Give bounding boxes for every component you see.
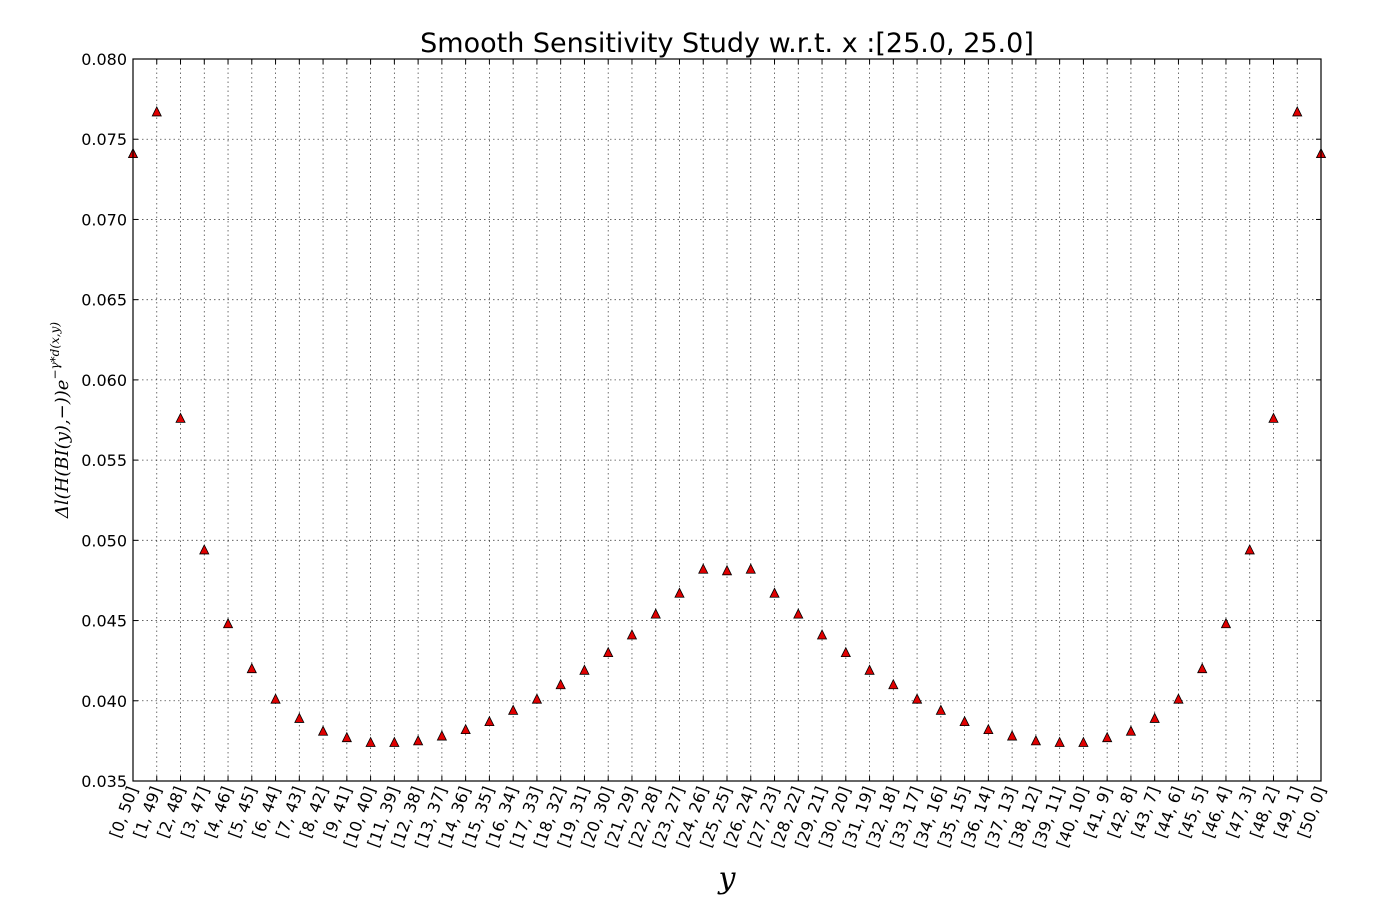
plot-frame [132,58,1322,782]
data-point-marker [816,629,828,640]
data-point-marker [555,678,566,690]
data-point-marker [1220,617,1232,629]
data-point-marker [436,730,448,741]
y-axis-ticks: 0.035 0.040 0.045 0.050 0.055 0.060 0.065 0.070… [81,50,1321,791]
y-tick-label: 0.080 [81,50,127,69]
y-tick-label: 0.050 [81,531,127,550]
y-axis-label: Δl(H(BI(y),−))e−γ*d(x,y) [48,322,73,520]
data-point-marker [983,723,994,735]
data-points [127,106,1327,747]
data-point-marker [484,715,495,727]
y-tick-label: 0.055 [81,451,127,470]
y-tick-label: 0.075 [81,130,127,149]
data-point-marker [508,704,519,715]
data-point-marker [603,646,614,658]
data-point-marker [721,564,733,576]
y-tick-label: 0.035 [81,772,127,791]
data-point-marker [650,608,661,619]
data-point-marker [246,662,257,674]
data-point-marker [1030,734,1042,746]
data-point-marker [294,712,305,723]
data-point-marker [199,544,210,555]
data-point-marker [412,734,424,746]
data-point-marker [626,629,638,640]
data-point-marker [674,587,685,598]
data-point-marker [840,646,851,658]
data-point-marker [317,725,329,736]
chart-title: Smooth Sensitivity Study w.r.t. x :[25.0… [420,28,1034,59]
data-point-marker [1149,712,1160,723]
data-point-marker [341,731,352,743]
y-tick-label: 0.070 [81,210,127,229]
data-point-marker [745,563,756,574]
data-point-marker [911,693,923,704]
y-tick-label: 0.040 [81,692,127,711]
data-point-marker [864,664,875,675]
data-point-marker [793,608,804,619]
data-point-marker [888,678,899,690]
data-point-marker [151,106,162,117]
x-axis-label: y [717,861,737,896]
y-tick-label: 0.060 [81,371,127,390]
data-point-marker [270,693,281,704]
data-point-marker [1125,725,1137,736]
x-axis-ticks: [0, 50][1, 49][2, 48][3, 47][4, 46][5, 4… [106,59,1330,850]
y-axis-label-main: Δl(H(BI(y),−))e [52,380,73,520]
data-point-marker [698,563,709,574]
grid-layer [133,59,1321,781]
data-point-marker [1244,544,1255,555]
data-point-marker [1197,662,1208,674]
data-point-marker [389,736,400,747]
data-point-marker [175,412,186,423]
y-axis-label-superscript: −γ*d(x,y) [48,322,62,380]
data-point-marker [1292,106,1303,117]
data-point-marker [1173,693,1184,704]
data-point-marker [1054,736,1065,747]
data-point-marker [531,693,543,704]
data-point-marker [222,617,234,629]
data-point-marker [769,587,780,598]
data-point-marker [1006,730,1018,741]
data-point-marker [365,736,376,747]
data-point-marker [1102,731,1113,743]
data-point-marker [959,715,970,727]
data-point-marker [935,704,946,715]
data-point-marker [579,664,590,675]
data-point-marker [460,723,471,735]
data-point-marker [1078,736,1089,747]
data-point-marker [1268,412,1279,423]
y-tick-label: 0.065 [81,291,127,310]
y-tick-label: 0.045 [81,612,127,631]
